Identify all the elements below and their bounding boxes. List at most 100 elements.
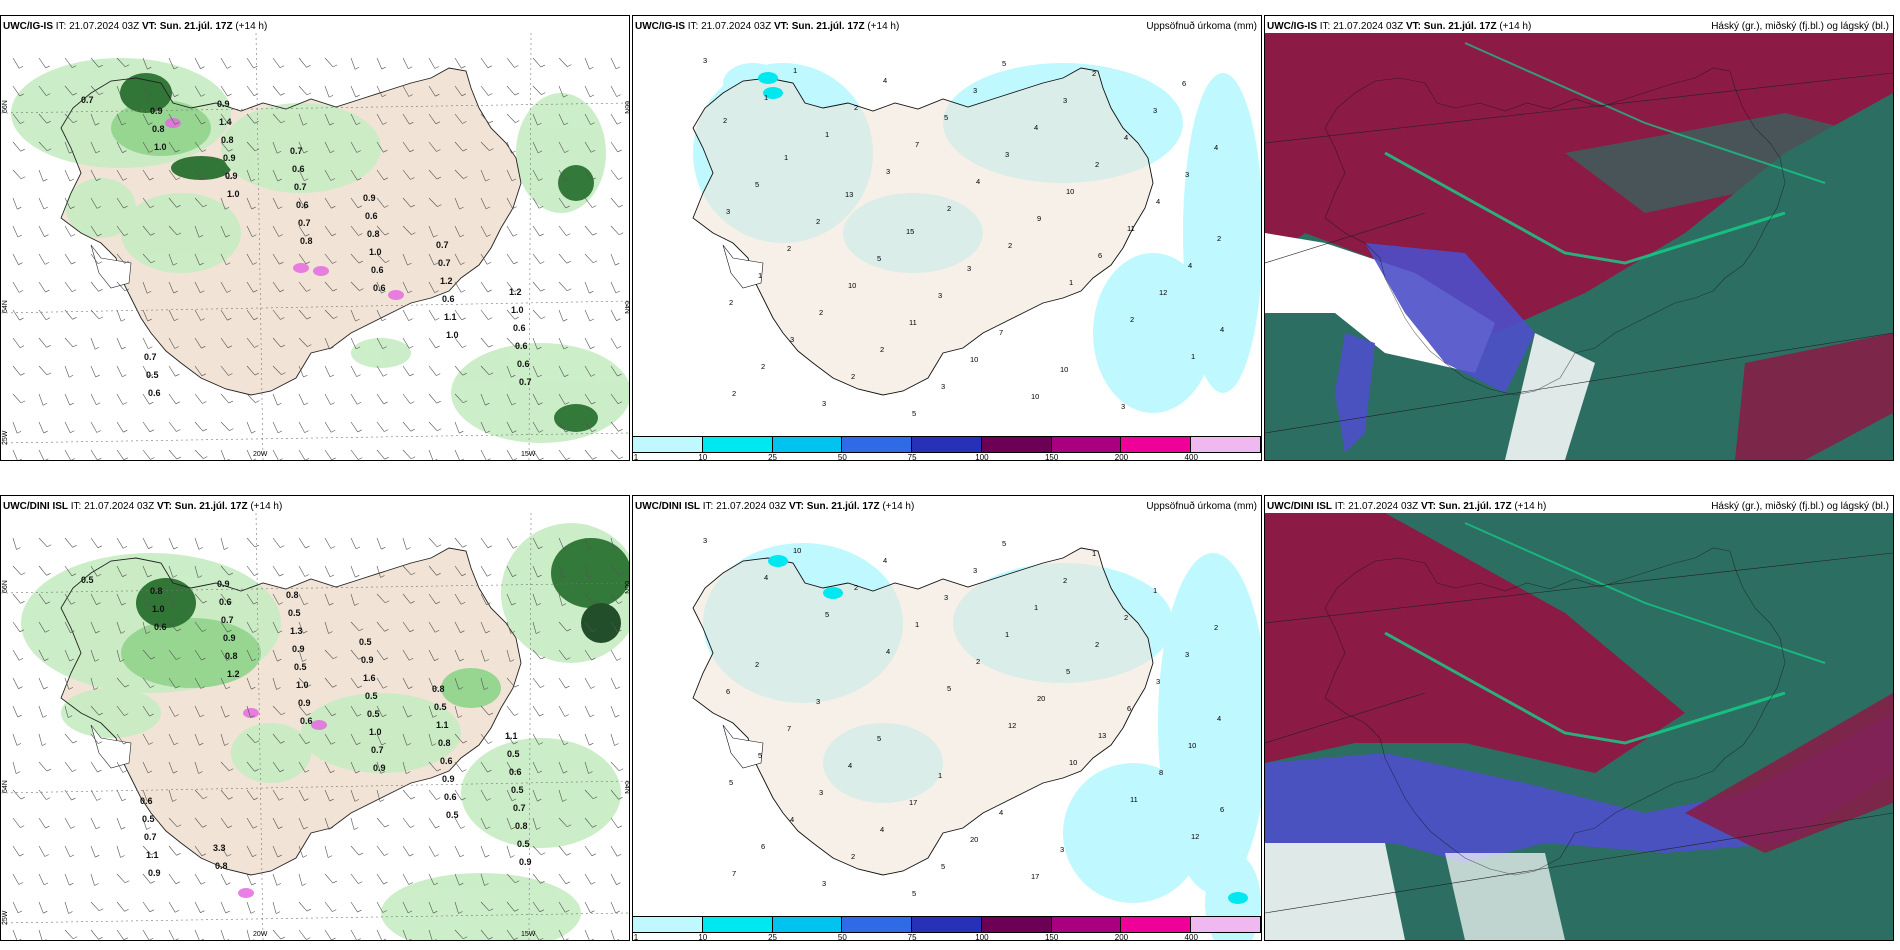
wind-barb-flag (150, 233, 155, 236)
precip-value: 4 (883, 76, 887, 85)
wind-barb-flag (93, 687, 99, 690)
longitude-line (528, 33, 532, 460)
wind-barb-flag (618, 204, 623, 208)
low-cloud-area (1565, 113, 1865, 213)
wind-barb-flag (251, 882, 256, 886)
wind-barb-flag (176, 429, 181, 432)
wind-barb (584, 761, 589, 774)
panel-ig-cloud: UWC/IG-IS IT: 21.07.2024 03Z VT: Sun. 21… (1264, 15, 1894, 461)
precip-value: 2 (1008, 241, 1012, 250)
wind-barb-flag (565, 685, 570, 689)
wind-barb (350, 845, 360, 856)
wind-barb (376, 85, 383, 97)
wind-barb-flag (305, 545, 310, 549)
wind-barb-flag (565, 205, 570, 209)
precip-value: 7 (787, 724, 791, 733)
wind-barb (38, 649, 45, 661)
wind-barb (402, 85, 410, 97)
wind-barb (298, 537, 306, 549)
wind-value: 0.9 (373, 763, 386, 773)
wind-barb-flag (43, 882, 49, 886)
wind-barb (38, 113, 47, 124)
wind-barb-flag (172, 799, 177, 802)
wind-barb-flag (539, 938, 544, 940)
wind-barb-flag (355, 546, 361, 550)
wind-barb (142, 113, 149, 125)
wind-barb (454, 565, 463, 577)
wind-barb-flag (619, 768, 624, 772)
colorbar-swatch (912, 437, 982, 452)
wind-barb-flag (566, 233, 571, 236)
wind-barb (376, 421, 385, 432)
wind-barb (454, 169, 464, 179)
wind-barb-flag (355, 94, 360, 98)
glacier (722, 724, 764, 769)
wind-barb (38, 253, 46, 265)
wind-barb-flag (589, 742, 594, 746)
wind-barb-flag (96, 178, 101, 181)
wind-barb (194, 449, 204, 459)
wind-barb (584, 57, 590, 70)
wind-barb (324, 705, 333, 717)
wind-barb (350, 141, 358, 153)
wind-barb (272, 873, 278, 886)
wind-barb-flag (306, 92, 312, 96)
wind-barb (116, 85, 122, 98)
wind-barb (194, 565, 199, 578)
precip-area (171, 156, 231, 180)
wind-barb-flag (277, 402, 282, 406)
wind-barb (428, 873, 435, 886)
wind-value: 0.6 (517, 359, 530, 369)
wind-barb-flag (226, 262, 231, 266)
wind-barb (12, 705, 18, 718)
precip-area (381, 873, 581, 940)
colorbar-swatch (633, 917, 703, 932)
wind-barb-flag (592, 825, 597, 828)
wind-barb-flag (18, 686, 23, 689)
wind-barb (480, 169, 486, 182)
wind-barb (298, 621, 304, 634)
wind-barb (116, 901, 125, 912)
wind-barb-flag (458, 687, 464, 690)
wind-barb-flag (176, 628, 182, 632)
precip-value: 2 (851, 852, 855, 861)
wind-barb-flag (200, 94, 206, 97)
wind-barb-flag (306, 908, 312, 912)
wind-barb-flag (98, 741, 103, 744)
wind-barb (558, 733, 565, 746)
wind-barb-flag (277, 430, 283, 434)
wind-value: 0.8 (215, 861, 228, 871)
wind-barb (324, 789, 330, 802)
wind-barb (38, 225, 45, 237)
wind-barb-flag (356, 742, 361, 745)
wind-value: 0.6 (296, 200, 309, 210)
wind-barb-flag (489, 372, 494, 376)
wind-barb-flag (200, 686, 205, 689)
wind-barb-flag (616, 94, 621, 97)
wind-barb (558, 705, 566, 717)
wind-barb-flag (564, 150, 569, 153)
wind-barb (12, 253, 19, 265)
wind-barb-flag (202, 825, 207, 828)
wind-barb-flag (307, 344, 312, 347)
precip-value: 3 (816, 697, 820, 706)
wind-barb (38, 817, 46, 829)
wind-barb-flag (96, 798, 101, 801)
wind-barb-flag (95, 630, 100, 634)
wind-value: 0.6 (373, 283, 386, 293)
wind-barb-flag (253, 458, 257, 460)
wind-barb-flag (147, 318, 152, 322)
precip-value: 3 (790, 335, 794, 344)
wind-barb-flag (488, 741, 493, 744)
wind-barb (220, 225, 226, 238)
precip-area (451, 343, 629, 443)
wind-barb (64, 621, 71, 633)
wind-barb-flag (68, 375, 74, 378)
wind-barb (532, 169, 539, 181)
wind-barb (246, 141, 256, 152)
wind-barb (246, 337, 255, 348)
wind-barb-flag (146, 827, 151, 830)
wind-barb-flag (303, 150, 308, 154)
wind-barb (298, 733, 307, 745)
wind-barb-flag (437, 428, 442, 432)
